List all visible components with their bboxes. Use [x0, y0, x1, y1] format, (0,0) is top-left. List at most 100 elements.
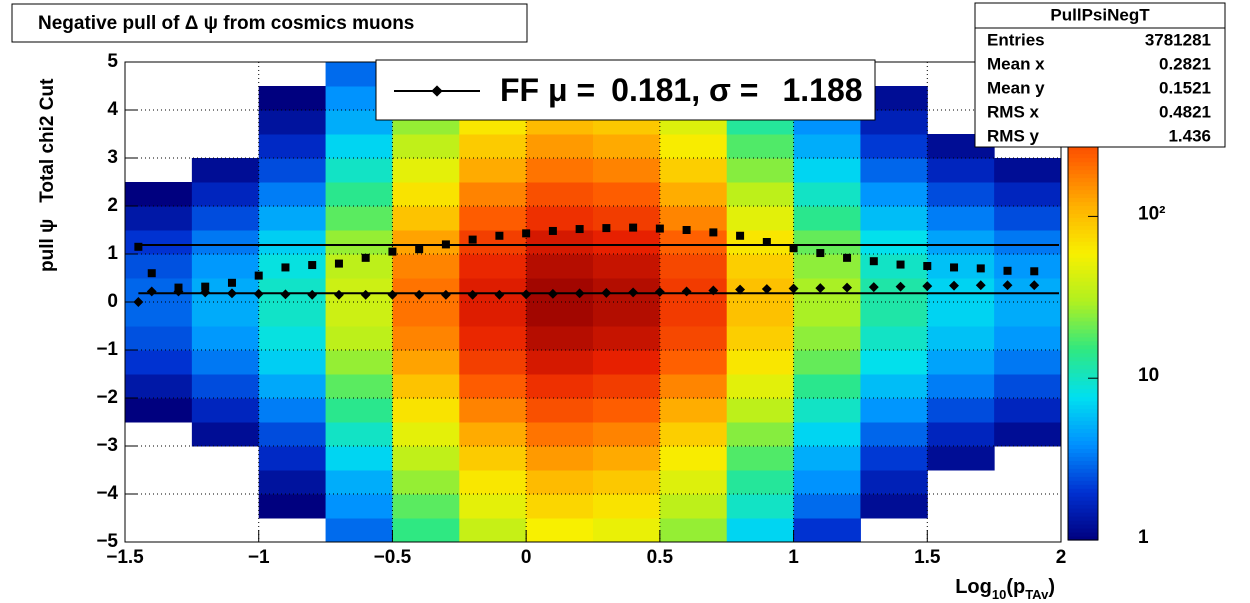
- heatmap-cell: [325, 158, 393, 183]
- title-box: [11, 3, 528, 43]
- colorbar-step: [1068, 536, 1098, 541]
- colorbar-step: [1068, 436, 1098, 442]
- heatmap-cell: [726, 470, 795, 495]
- colorbar-step: [1068, 328, 1098, 334]
- heatmap-cell: [258, 350, 327, 375]
- colorbar-step: [1068, 504, 1098, 509]
- square-marker: [816, 249, 825, 258]
- heatmap-cell: [994, 278, 1062, 303]
- square-marker: [896, 260, 905, 269]
- colorbar-step: [1068, 360, 1098, 366]
- colorbar-step: [1068, 412, 1098, 418]
- heatmap-cell: [459, 254, 527, 279]
- chart-title: Negative pull of Δ ψ from cosmics muons: [38, 13, 414, 34]
- heatmap-cell: [726, 182, 795, 207]
- heatmap-cell: [258, 278, 327, 303]
- heatmap-cell: [526, 254, 594, 279]
- heatmap-cell: [191, 398, 260, 423]
- heatmap-cell: [325, 446, 393, 471]
- diamond-marker: [280, 289, 291, 300]
- colorbar-step: [1068, 512, 1098, 517]
- heatmap-cell: [526, 446, 594, 471]
- y-tick-label: 2: [107, 195, 118, 216]
- square-marker: [1030, 267, 1039, 276]
- heatmap-cell: [793, 302, 861, 327]
- diamond-marker: [842, 282, 853, 293]
- colorbar-step: [1068, 452, 1098, 457]
- heatmap-cell: [325, 278, 393, 303]
- heatmap-cell: [927, 422, 995, 447]
- square-marker: [869, 257, 878, 266]
- heatmap-cell: [659, 422, 728, 447]
- square-marker: [976, 264, 985, 273]
- diamond-marker: [1002, 280, 1013, 291]
- x-tick-label: −1: [248, 547, 270, 568]
- heatmap-cell: [459, 374, 527, 399]
- square-marker: [415, 245, 424, 254]
- colorbar-step: [1068, 165, 1098, 171]
- colorbar-step: [1068, 261, 1098, 266]
- heatmap-cell: [659, 446, 728, 471]
- colorbar-step: [1068, 257, 1098, 262]
- heatmap-cell: [392, 470, 460, 495]
- y-tick-label: 5: [107, 51, 118, 72]
- x-label-part: ): [1048, 576, 1055, 598]
- diamond-marker: [654, 286, 665, 297]
- heatmap-cell: [392, 374, 460, 399]
- stats-label: RMS y: [987, 126, 1040, 145]
- square-marker: [843, 253, 852, 262]
- colorbar-step: [1068, 496, 1098, 501]
- heatmap: [125, 62, 1062, 543]
- heatmap-cell: [726, 134, 795, 159]
- diamond-marker: [467, 289, 478, 300]
- heatmap-cell: [459, 134, 527, 159]
- legend-sigma: 1.188: [782, 72, 862, 108]
- heatmap-cell: [593, 350, 661, 375]
- colorbar-step: [1068, 324, 1098, 330]
- colorbar-step: [1068, 193, 1098, 199]
- heatmap-cell: [726, 254, 795, 279]
- colorbar-step: [1068, 189, 1098, 195]
- diamond-marker: [253, 288, 264, 299]
- colorbar-step: [1068, 293, 1098, 298]
- heatmap-cell: [191, 182, 260, 207]
- colorbar-step: [1068, 344, 1098, 350]
- colorbar-step: [1068, 308, 1098, 314]
- stats-value: 1.436: [1168, 126, 1211, 145]
- heatmap-cell: [459, 302, 527, 327]
- colorbar-step: [1068, 372, 1098, 378]
- heatmap-cell: [793, 518, 861, 543]
- colorbar-step: [1068, 448, 1098, 453]
- colorbar-step: [1068, 524, 1098, 529]
- diamond-marker: [975, 280, 986, 291]
- heatmap-cell: [191, 206, 260, 231]
- square-marker: [1003, 266, 1012, 275]
- stats-value: 0.1521: [1159, 78, 1211, 97]
- diamond-marker: [761, 284, 772, 294]
- heatmap-cell: [860, 278, 928, 303]
- heatmap-cell: [994, 230, 1062, 255]
- square-marker: [468, 235, 477, 244]
- heatmap-cell: [994, 302, 1062, 327]
- heatmap-cell: [191, 302, 260, 327]
- heatmap-cell: [325, 422, 393, 447]
- heatmap-cell: [325, 182, 393, 207]
- heatmap-cell: [860, 470, 928, 495]
- markers: [133, 223, 1059, 307]
- colorbar-step: [1068, 145, 1098, 151]
- heatmap-cell: [994, 206, 1062, 231]
- heatmap-cell: [593, 422, 661, 447]
- heatmap-cell: [125, 230, 193, 255]
- colorbar-step: [1068, 468, 1098, 473]
- heatmap-cell: [793, 350, 861, 375]
- heatmap-cell: [325, 326, 393, 351]
- heatmap-cell: [459, 278, 527, 303]
- heatmap-cell: [392, 134, 460, 159]
- heatmap-cell: [793, 278, 861, 303]
- heatmap-cell: [994, 182, 1062, 207]
- heatmap-cell: [927, 230, 995, 255]
- colorbar-step: [1068, 161, 1098, 167]
- heatmap-cell: [793, 182, 861, 207]
- heatmap-cell: [927, 158, 995, 183]
- colorbar-step: [1068, 404, 1098, 410]
